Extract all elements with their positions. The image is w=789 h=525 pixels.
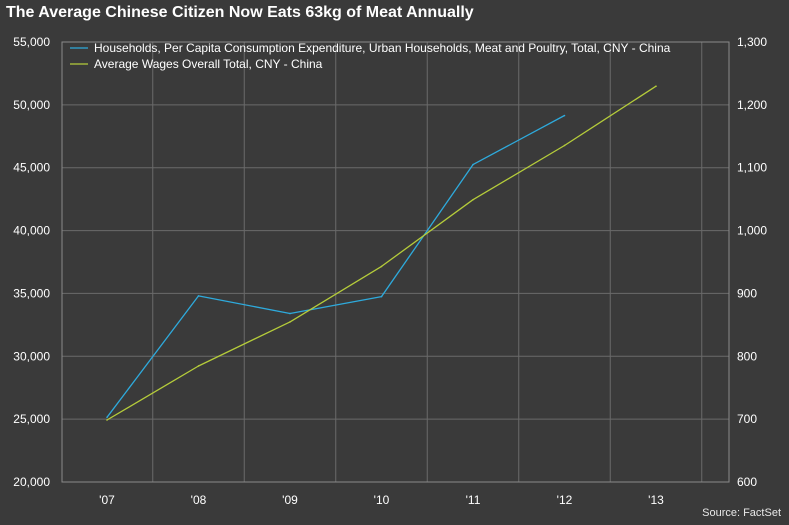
series-2-point [106,419,108,421]
right-axis-tick-label: 1,000 [737,224,767,238]
right-axis-tick-label: 900 [737,286,757,300]
x-axis-tick-label: '13 [648,493,664,507]
x-axis-tick-label: '08 [191,493,207,507]
legend-label-2: Average Wages Overall Total, CNY - China [94,57,323,71]
source-note: Source: FactSet [702,507,781,519]
x-axis-tick-label: '09 [282,493,298,507]
series-1-point [563,114,566,117]
left-axis-tick-label: 40,000 [13,224,50,238]
x-axis-tick-label: '07 [99,493,115,507]
left-axis-tick-label: 25,000 [13,412,50,426]
left-axis-tick-label: 30,000 [13,349,50,363]
series-1-point [380,295,383,298]
right-axis-tick-label: 700 [737,412,757,426]
left-axis-tick-label: 20,000 [13,475,50,489]
legend-label-1: Households, Per Capita Consumption Expen… [94,41,671,55]
series-2-point [472,198,474,201]
left-axis-tick-label: 45,000 [13,161,50,175]
series-2-point [197,365,200,367]
left-axis-tick-label: 55,000 [13,35,50,49]
series-line-1 [106,114,565,418]
right-axis-tick-label: 1,200 [737,98,767,112]
right-axis-tick-label: 800 [737,349,757,363]
series-line-2 [106,85,657,421]
series-1-point [197,295,200,297]
series-1-point [289,312,291,315]
x-axis-tick-label: '11 [466,493,481,507]
series-1-point [472,163,474,166]
plot-area-border [61,41,730,483]
chart-title: The Average Chinese Citizen Now Eats 63k… [6,4,474,21]
series-2-point [563,144,566,147]
series-2-point [380,265,383,268]
left-axis-tick-label: 35,000 [13,286,50,300]
series-2-point [655,85,657,88]
x-axis-tick-label: '10 [374,493,390,507]
left-axis-tick-label: 50,000 [13,98,50,112]
right-axis-tick-label: 1,300 [737,35,767,49]
right-axis-tick-label: 600 [737,475,757,489]
series-1-point [106,416,108,419]
right-axis-tick-label: 1,100 [737,161,767,175]
series-2-point [289,321,291,323]
x-axis-tick-label: '12 [557,493,573,507]
